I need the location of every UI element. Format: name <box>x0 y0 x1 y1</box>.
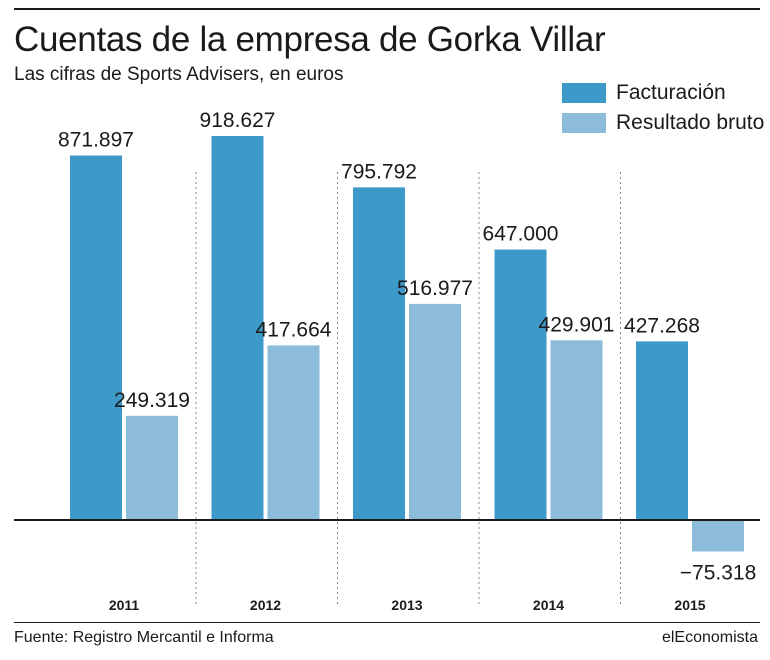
bar-facturacion-2013 <box>353 187 405 520</box>
bar-facturacion-2015 <box>636 341 688 520</box>
data-label: 516.977 <box>397 277 473 300</box>
data-label: −75.318 <box>680 561 757 584</box>
legend-swatch-resultado-bruto <box>562 113 606 133</box>
data-label: 417.664 <box>256 318 332 341</box>
source-note: Fuente: Registro Mercantil e Informa <box>14 629 274 646</box>
bar-resultado-bruto-2014 <box>550 340 603 520</box>
bar-facturacion-2014 <box>494 249 547 521</box>
top-rule <box>14 8 760 10</box>
legend-item-facturacion: Facturación <box>562 78 764 108</box>
data-label: 795.792 <box>341 160 417 183</box>
legend-item-resultado-bruto: Resultado bruto <box>562 108 764 138</box>
x-tick-label: 2015 <box>674 597 705 613</box>
bar-resultado-bruto-2012 <box>267 345 320 520</box>
bottom-rule <box>14 622 760 623</box>
data-label: 918.627 <box>200 109 276 132</box>
publisher-brand: elEconomista <box>661 629 758 646</box>
bar-facturacion-2011 <box>70 155 122 520</box>
legend-label-facturacion: Facturación <box>616 81 726 104</box>
data-label: 429.901 <box>539 313 615 336</box>
chart-title: Cuentas de la empresa de Gorka Villar <box>14 20 606 59</box>
data-label: 871.897 <box>58 129 134 152</box>
bar-resultado-bruto-2013 <box>409 303 461 520</box>
data-label: 427.268 <box>624 314 700 337</box>
x-tick-label: 2011 <box>109 597 140 613</box>
data-label: 249.319 <box>114 389 190 412</box>
bar-facturacion-2012 <box>211 136 264 520</box>
legend-swatch-facturacion <box>562 83 606 103</box>
chart-subtitle: Las cifras de Sports Advisers, en euros <box>14 64 344 85</box>
x-tick-label: 2014 <box>533 597 564 613</box>
bar-resultado-bruto-2011 <box>126 415 178 520</box>
x-tick-label: 2013 <box>391 597 422 613</box>
x-tick-label: 2012 <box>250 597 281 613</box>
bar-resultado-bruto-2015 <box>692 520 744 552</box>
legend-label-resultado-bruto: Resultado bruto <box>616 111 765 134</box>
legend: Facturación Resultado bruto <box>562 78 764 138</box>
data-label: 647.000 <box>483 223 559 246</box>
